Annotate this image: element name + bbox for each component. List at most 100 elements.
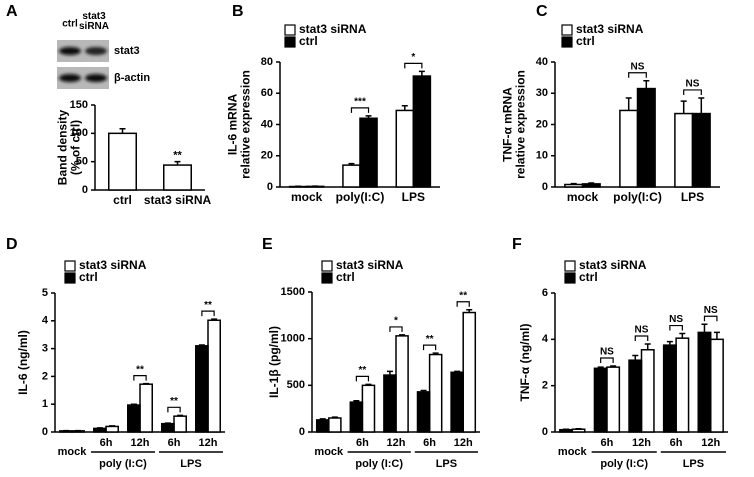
error-bar <box>588 182 595 184</box>
error-bar <box>680 100 687 114</box>
error-bar <box>701 323 708 333</box>
bar <box>697 331 712 433</box>
bar <box>163 164 192 191</box>
blot-band <box>85 47 107 55</box>
significance-label: NS <box>635 325 649 336</box>
error-bar <box>597 366 604 369</box>
x-tick-label: ctrl <box>113 193 132 207</box>
legend-label: stat3 siRNA <box>579 258 647 272</box>
significance-bracket <box>422 344 437 351</box>
y-tick-label: 4 <box>42 315 49 327</box>
error-bar <box>365 115 372 119</box>
x-tick-label: poly(I:C) <box>336 190 385 204</box>
bar <box>428 353 443 433</box>
y-tick-label: 1500 <box>281 286 305 298</box>
band-label: stat3 <box>114 45 140 57</box>
significance-label: ** <box>170 396 178 407</box>
bar <box>105 425 119 433</box>
x-tick-label: 12h <box>632 437 651 449</box>
bar <box>108 132 137 191</box>
bar <box>619 109 639 188</box>
error-bar <box>365 383 372 386</box>
error-bar <box>348 162 355 166</box>
legend-label: ctrl <box>299 34 318 48</box>
y-tick-label: 10 <box>536 150 548 162</box>
significance-label: ** <box>173 150 182 162</box>
bar <box>675 337 690 433</box>
group-label: LPS <box>180 458 201 470</box>
y-axis-label: relative expression <box>239 70 253 179</box>
panel-label: A <box>6 3 18 20</box>
y-tick-label: 2 <box>542 380 548 392</box>
y-tick-label: 30 <box>536 87 548 99</box>
legend-swatch <box>564 260 576 272</box>
error-bar <box>420 389 427 392</box>
x-tick-label: poly(I:C) <box>613 190 662 204</box>
bar <box>139 383 153 433</box>
significance-bracket <box>683 89 702 95</box>
blot-band <box>59 47 81 55</box>
group-label: LPS <box>683 458 704 470</box>
error-bar <box>713 331 720 340</box>
bar <box>412 75 432 188</box>
bar <box>383 374 397 433</box>
panel-label: B <box>232 3 244 20</box>
significance-label: ** <box>426 334 434 345</box>
error-bar <box>143 382 150 385</box>
lane-label: stat3 siRNA <box>78 11 109 32</box>
bar <box>359 117 378 188</box>
error-bar <box>666 340 673 346</box>
y-tick-label: 0 <box>542 426 548 438</box>
error-bar <box>401 105 408 111</box>
error-bar <box>570 182 577 185</box>
panel-label: D <box>6 236 18 253</box>
y-tick-label: 0 <box>542 181 548 193</box>
bar <box>636 87 656 188</box>
error-bar <box>96 427 103 429</box>
bar <box>395 335 409 433</box>
panel-label: F <box>512 236 522 253</box>
group-label: poly (I:C) <box>99 458 147 470</box>
bar <box>628 359 643 433</box>
panel-label: E <box>262 236 273 253</box>
legend-label: stat3 siRNA <box>576 22 644 36</box>
y-axis-label: Band density <box>56 110 70 186</box>
y-tick-label: 40 <box>261 118 273 130</box>
y-axis-label: TNF-α mRNA <box>501 87 515 162</box>
significance-label: NS <box>686 79 700 90</box>
significance-label: *** <box>354 97 366 108</box>
error-bar <box>119 128 126 134</box>
group-label: poly (I:C) <box>600 458 648 470</box>
error-bar <box>211 318 218 321</box>
significance-bracket <box>456 301 470 307</box>
y-tick-label: 1 <box>42 398 48 410</box>
x-tick-label: 12h <box>454 437 473 449</box>
bar <box>709 338 724 433</box>
y-axis-label: IL-6 (ng/ml) <box>16 330 30 395</box>
significance-label: ** <box>459 290 467 301</box>
x-tick-label: mock <box>314 446 344 458</box>
bar <box>691 112 711 188</box>
bar <box>662 344 677 433</box>
x-tick-label: 12h <box>387 437 406 449</box>
y-tick-label: 20 <box>536 118 548 130</box>
x-tick-label: 6h <box>423 437 436 449</box>
significance-label: NS <box>669 314 683 325</box>
blot-strip <box>57 40 109 62</box>
error-bar <box>164 422 171 424</box>
x-tick-label: stat3 siRNA <box>144 193 212 207</box>
significance-bracket <box>355 375 370 382</box>
legend-label: stat3 siRNA <box>299 22 367 36</box>
error-bar <box>625 97 632 111</box>
bar <box>564 183 584 188</box>
error-bar <box>353 399 360 403</box>
bar <box>342 164 361 188</box>
blot-band <box>85 74 107 82</box>
significance-bracket <box>350 107 370 113</box>
bar <box>674 112 694 188</box>
y-tick-label: 6 <box>542 287 548 299</box>
legend-label: ctrl <box>79 270 98 284</box>
legend-swatch <box>64 272 76 284</box>
error-bar <box>331 416 338 418</box>
bar <box>416 391 431 433</box>
